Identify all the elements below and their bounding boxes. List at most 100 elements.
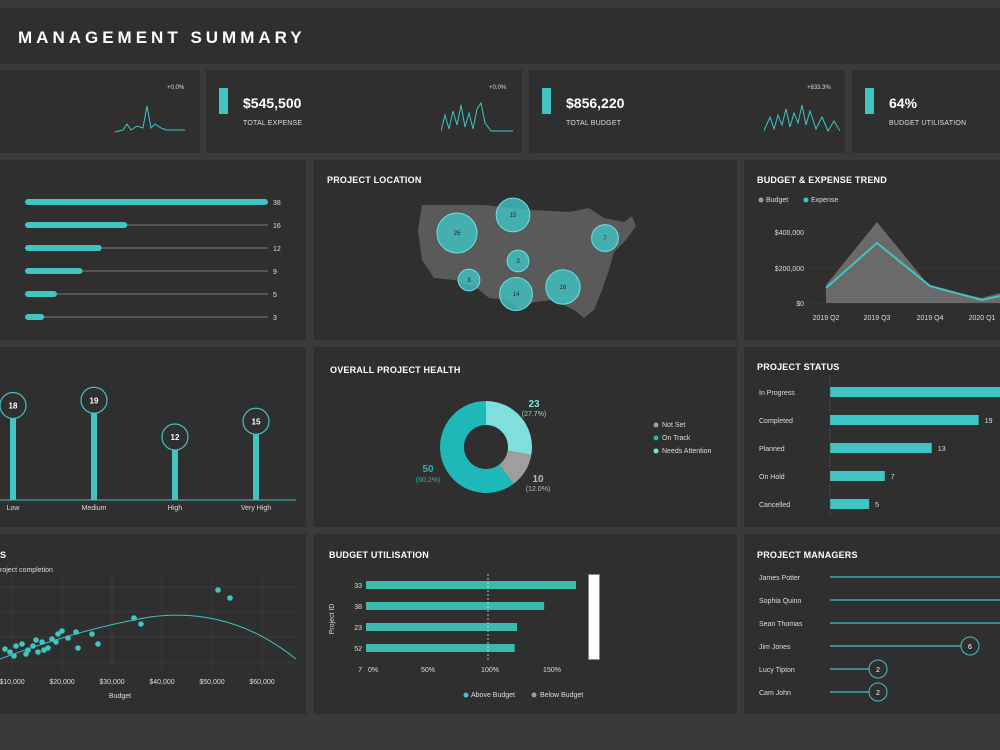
location-bubble: [545, 269, 581, 305]
utilisation-bar: [366, 644, 515, 652]
legend-label: Below Budget: [540, 692, 583, 699]
row-label: 38: [354, 604, 362, 611]
bubble-label: 16: [560, 285, 567, 291]
scatter-subtitle: roject completion: [0, 567, 53, 574]
legend-dot-expense: [803, 197, 809, 203]
lollipop-value: 19: [90, 396, 99, 405]
manager-count-circle: [868, 659, 888, 679]
scatter-point: [30, 643, 36, 649]
location-bubble: [457, 268, 481, 292]
x-tick-label: 2019 Q3: [864, 315, 891, 322]
donut-slice: [499, 450, 532, 484]
x-axis-label: Budget: [109, 693, 131, 700]
x-tick-label: 2019 Q4: [917, 315, 944, 322]
slice-value: 10: [532, 474, 544, 485]
location-bubble: [495, 197, 531, 233]
header-bar: MANAGEMENT SUMMARY: [0, 8, 1000, 64]
bubble-label: 14: [513, 292, 520, 298]
priority-panel: 18 Low 19 Medium 12 High 15 Very High: [0, 347, 306, 527]
project-bar: [25, 199, 268, 205]
x-tick-label: 100%: [481, 667, 499, 674]
manager-name: James Potter: [759, 575, 801, 582]
manager-name: Jim Jones: [759, 644, 791, 651]
scatter-point: [49, 636, 55, 642]
scatter-point: [35, 649, 41, 655]
manager-count-circle: [960, 636, 980, 656]
bar-value-label: 16: [273, 223, 281, 230]
status-label: Completed: [759, 418, 793, 425]
status-label: On Hold: [759, 474, 785, 481]
kpi-card-expense[interactable]: $545,500 TOTAL EXPENSE +0.0%: [206, 70, 522, 153]
scatter-point: [11, 653, 17, 659]
slice-value: 23: [528, 399, 540, 410]
health-panel: OVERALL PROJECT HEALTH 23 (27.7%) 10 (12.0%…: [314, 347, 737, 527]
slice-value: 50: [422, 464, 434, 475]
us-map: 25 15 7 3 3 14 16: [418, 197, 636, 318]
bar-value-label: 5: [273, 292, 277, 299]
scatter-point: [2, 646, 8, 652]
status-bar: [830, 443, 932, 453]
health-donut-chart: 23(27.7%) 10(12.0%) 50 (60.2%) Not Set On Tra…: [416, 399, 712, 493]
utilisation-scrollbar[interactable]: [588, 574, 600, 660]
kpi-value: 64%: [889, 95, 918, 111]
x-tick-label: 50%: [421, 667, 435, 674]
legend-label: Not Set: [662, 422, 685, 429]
scatter-point: [55, 631, 61, 637]
utilisation-bar-chart: Project ID 33 38 23 52 7 0% 50% 100% 150% Above Bu…: [329, 574, 583, 699]
row-label: 52: [354, 646, 362, 653]
scatter-point: [227, 595, 233, 601]
scatter-point: [95, 641, 101, 647]
bar-value-label: 3: [273, 315, 277, 322]
x-tick-label: 2019 Q2: [813, 315, 840, 322]
kpi-card-budget[interactable]: $856,220 TOTAL BUDGET +833.3%: [529, 70, 845, 153]
project-bar: [25, 222, 128, 228]
priority-label: Low: [7, 505, 21, 512]
status-bar: [830, 415, 979, 425]
lollipop-stem: [172, 450, 178, 500]
scatter-point: [73, 629, 79, 635]
scatter-point: [23, 651, 29, 657]
bar-value-label: 9: [273, 269, 277, 276]
y-tick-label: $400,000: [775, 230, 804, 237]
manager-name: Sophia Quinn: [759, 598, 802, 605]
priority-label: Medium: [82, 505, 107, 512]
kpi-label: TOTAL BUDGET: [566, 120, 622, 127]
trend-curve: [0, 614, 297, 660]
project-location-panel: PROJECT LOCATION 25 15 7 3 3 14 16: [314, 160, 737, 340]
lollipop-head: [0, 391, 27, 420]
lollipop-value: 18: [9, 402, 18, 411]
x-tick-label: $30,000: [99, 679, 124, 686]
utilisation-bar: [366, 602, 545, 610]
x-tick-label: $50,000: [199, 679, 224, 686]
project-bar: [25, 291, 57, 297]
panel-title: PROJECT LOCATION: [327, 175, 422, 185]
utilisation-bar: [366, 581, 577, 589]
scatter-point: [41, 647, 47, 653]
scatter-chart: $10,000 $20,000 $30,000 $40,000 $50,000 $60,0…: [0, 574, 297, 700]
lollipop-value: 15: [252, 417, 261, 426]
utilisation-bar: [366, 623, 518, 631]
kpi-card-utilisation[interactable]: 64% BUDGET UTILISATION: [852, 70, 1000, 153]
panel-title: PROJECT STATUS: [757, 362, 840, 372]
status-value: 13: [938, 446, 946, 453]
scatter-point: [75, 645, 81, 651]
bubble-label: 15: [510, 213, 517, 219]
scatter-point: [53, 639, 59, 645]
scatter-point: [59, 628, 65, 634]
status-value: 19: [985, 418, 993, 425]
donut-slice: [440, 401, 514, 493]
legend-dot: [653, 422, 659, 428]
x-tick-label: 0%: [368, 667, 378, 674]
panel-title: S: [0, 550, 7, 560]
kpi-card-1[interactable]: +0.0%: [0, 70, 200, 153]
manager-count: 2: [876, 667, 880, 674]
lollipop-value: 12: [171, 433, 180, 442]
row-label: 7: [358, 667, 362, 674]
row-label: 23: [354, 625, 362, 632]
priority-label: High: [168, 505, 183, 512]
lollipop-stem: [91, 413, 97, 500]
trend-chart: Budget Expense $400,000 $200,000 $0 2019 Q2 20…: [758, 197, 1000, 322]
panel-title: PROJECT MANAGERS: [757, 550, 858, 560]
priority-lollipop-chart: 18 Low 19 Medium 12 High 15 Very High: [0, 386, 296, 512]
kpi-accent-bar: [219, 88, 228, 114]
